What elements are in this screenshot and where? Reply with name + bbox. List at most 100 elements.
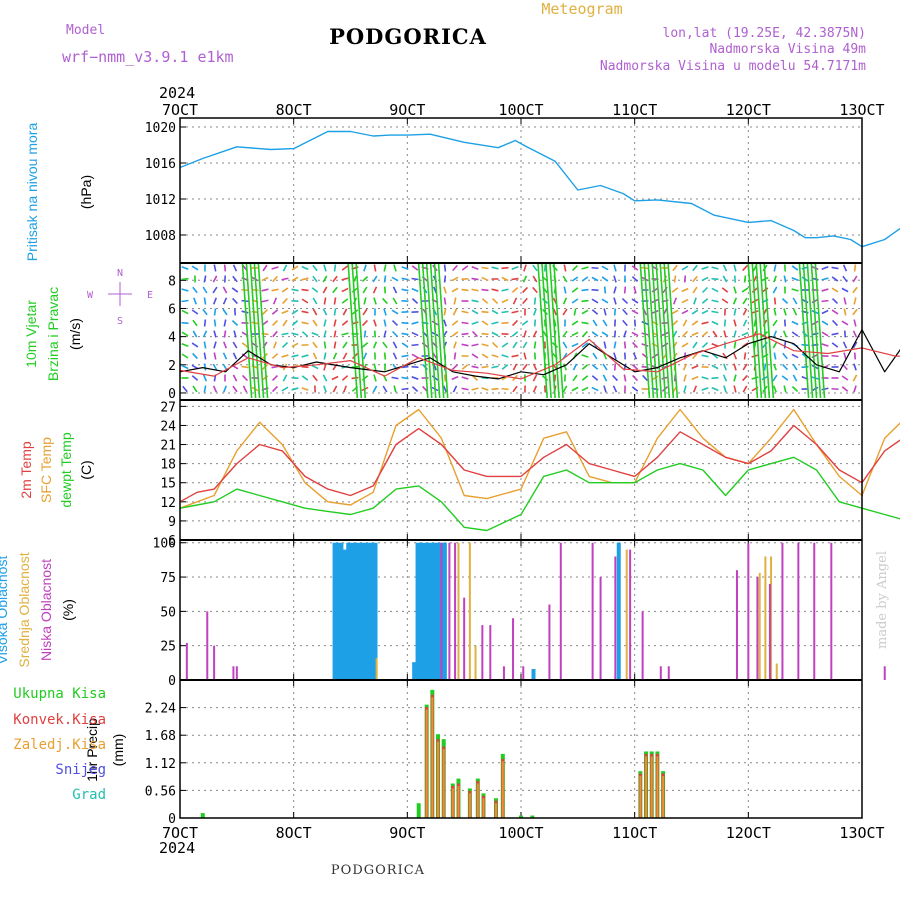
cloud-bar [522, 666, 525, 680]
wind-barb [282, 297, 288, 305]
wind-barb [241, 365, 249, 369]
cloud-bar [883, 666, 886, 680]
wind-barb [312, 341, 318, 349]
wind-barb [271, 266, 279, 270]
wind-barb [591, 276, 599, 282]
wind-barb [362, 286, 368, 294]
wind-barb [831, 319, 839, 327]
cloud-bar [468, 542, 471, 680]
wind-barb [401, 288, 409, 292]
wind-barb [501, 387, 509, 391]
wind-barb [342, 385, 348, 393]
wind-barb [532, 363, 538, 371]
wind-barb [581, 364, 589, 370]
wind-barb [451, 287, 459, 293]
wind-barb [501, 321, 509, 325]
wind-barb [301, 354, 309, 358]
cloud-bar [457, 542, 460, 680]
cloud-bar [735, 570, 738, 680]
wind-barb [692, 352, 698, 360]
wind-barb [613, 275, 617, 283]
wind-barb [382, 297, 388, 305]
wind-barb [471, 309, 479, 315]
wind-barb [841, 386, 849, 392]
precip-bar [639, 776, 642, 818]
wind-barb [383, 352, 387, 360]
precip-bar [482, 798, 485, 818]
wind-barb [491, 288, 499, 292]
wind-barb [231, 287, 239, 293]
wind-barb [571, 320, 579, 326]
wind-barb [461, 387, 469, 391]
cloud-bar [481, 625, 484, 680]
wind-barb [363, 297, 367, 305]
cloud-bar [213, 645, 216, 680]
y-tick-label: 21 [160, 439, 176, 454]
wind-barb [853, 297, 857, 305]
wind-barb [182, 385, 188, 393]
wind-barb [782, 352, 788, 360]
wind-barb [291, 354, 299, 358]
top-x-axis: 7OCT 8OCT 9OCT 10OCT 11OCT 12OCT 13OCT [162, 101, 885, 119]
precip-bar [425, 709, 428, 818]
wind-barb [591, 331, 599, 337]
wind-barb [281, 386, 289, 392]
wind-barb [411, 277, 419, 281]
wind-barb-strong [245, 263, 257, 399]
wind-barb [773, 308, 777, 316]
wind-barb [442, 385, 448, 393]
wind-barb [501, 266, 509, 270]
precip-bar [530, 815, 535, 818]
wind-barb [452, 308, 458, 316]
precip-ylabel: 1hr Precip [84, 718, 100, 782]
wind-barb [383, 264, 387, 272]
wind-barb [213, 319, 217, 327]
x-tick-label-top: 9OCT [389, 101, 425, 119]
precip-bar [442, 749, 445, 818]
wind-barb [281, 310, 289, 314]
year-bottom: 2024 [159, 839, 195, 857]
wind-barb-strong [763, 263, 775, 399]
series-line [179, 424, 900, 503]
wind-barb [761, 287, 769, 293]
wind-barb [401, 321, 409, 325]
wind-barb [281, 354, 289, 358]
wind-barb [723, 330, 727, 338]
wind-barb [373, 319, 377, 327]
wind-barb-strong [651, 263, 663, 399]
wind-barb [821, 320, 829, 326]
wind-barb [843, 352, 847, 360]
wind-barb [291, 342, 299, 348]
cloud-bar [422, 542, 427, 680]
wind-barb [511, 310, 519, 314]
wind-barb [791, 331, 799, 337]
wind-barb [213, 352, 217, 360]
x-tick-label-bottom: 9OCT [389, 824, 425, 842]
wind-barb [261, 276, 269, 282]
wind-barb [491, 266, 499, 270]
wind-barb [623, 286, 627, 294]
wind-barb [512, 341, 518, 349]
y-tick-label: 2 [168, 359, 176, 374]
wind-barb [461, 364, 469, 370]
wind-barb [401, 376, 409, 380]
wind-barb-strong [802, 263, 814, 399]
cloud-bar [185, 642, 188, 680]
wind-barb [853, 385, 857, 393]
cloud-bar [363, 542, 368, 680]
wind-barb [682, 363, 688, 371]
precip-bar [457, 785, 460, 818]
y-tick-label: 4 [168, 331, 176, 346]
wind-barb [571, 386, 579, 392]
wind-barb [603, 286, 607, 294]
wind-barb [791, 277, 799, 281]
cloud-bar [366, 542, 371, 680]
wind-barb [581, 299, 589, 303]
wind-barb [242, 385, 248, 393]
wind-barb [481, 310, 489, 314]
wind-barb [272, 341, 278, 349]
wind-barb [291, 265, 299, 271]
y-tick-label: 1.68 [145, 729, 176, 744]
wind-barb [591, 266, 599, 270]
precip-bar [650, 756, 653, 818]
